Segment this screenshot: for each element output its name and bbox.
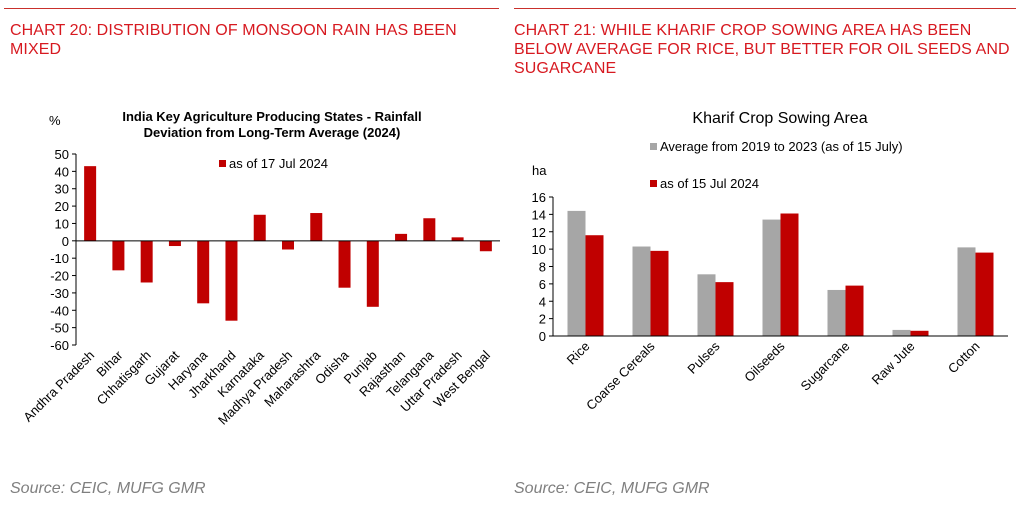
bar-madhya-pradesh — [282, 240, 294, 250]
bar-coarse-cereals-series-0 — [632, 246, 651, 336]
legend-swatch — [650, 180, 657, 187]
chart-20-source: Source: CEIC, MUFG GMR — [10, 480, 206, 497]
y-tick-label: 14 — [532, 207, 546, 222]
y-tick-label: -60 — [50, 338, 69, 353]
y-tick-label: 0 — [62, 234, 69, 249]
legend-swatch — [219, 160, 226, 167]
chart-title: Kharif Crop Sowing Area — [692, 110, 867, 127]
bar-cotton-series-1 — [975, 252, 994, 336]
legend-label: as of 17 Jul 2024 — [229, 156, 328, 171]
bar-maharashtra — [310, 213, 323, 241]
header-rule — [4, 8, 499, 9]
bar-raw-jute-series-1 — [910, 330, 929, 336]
bar-gujarat — [168, 240, 181, 247]
y-tick-label: 50 — [55, 147, 69, 162]
bar-jharkhand — [225, 240, 238, 321]
y-tick-label: -10 — [50, 251, 69, 266]
bar-pulses-series-0 — [697, 274, 716, 336]
chart-21-heading: CHART 21: WHILE KHARIF CROP SOWING AREA … — [514, 22, 1010, 77]
bar-andhra-pradesh — [84, 166, 97, 241]
y-tick-label: 16 — [532, 190, 546, 205]
y-tick-label: 12 — [532, 225, 546, 240]
bar-coarse-cereals-series-1 — [650, 250, 669, 336]
bar-cotton-series-0 — [957, 247, 976, 336]
y-axis-unit-label: % — [49, 113, 61, 128]
x-category-label: Cotton — [945, 339, 983, 377]
chart-20-heading: CHART 20: DISTRIBUTION OF MONSOON RAIN H… — [10, 22, 457, 58]
chart-20-panel: CHART 20: DISTRIBUTION OF MONSOON RAIN H… — [0, 0, 505, 514]
bar-oilseeds-series-0 — [762, 219, 781, 336]
x-category-label: Pulses — [684, 338, 723, 377]
bar-haryana — [197, 240, 210, 304]
chart-title-line-2: Deviation from Long-Term Average (2024) — [144, 125, 401, 140]
bar-punjab — [366, 240, 379, 307]
y-tick-label: 30 — [55, 182, 69, 197]
bar-telangana — [423, 218, 436, 241]
y-tick-label: 10 — [532, 242, 546, 257]
y-tick-label: -40 — [50, 303, 69, 318]
bar-uttar-pradesh — [451, 237, 464, 241]
y-tick-label: 20 — [55, 199, 69, 214]
legend-label: Average from 2019 to 2023 (as of 15 July… — [660, 139, 903, 154]
header-rule — [514, 8, 1016, 9]
bar-bihar — [112, 240, 125, 271]
bar-rice-series-0 — [567, 210, 586, 336]
rainfall-deviation-chart: India Key Agriculture Producing States -… — [20, 109, 500, 428]
bar-odisha — [338, 240, 351, 288]
y-tick-label: 0 — [539, 329, 546, 344]
bar-oilseeds-series-1 — [780, 213, 799, 336]
y-tick-label: 2 — [539, 312, 546, 327]
x-category-label: Andhra Pradesh — [20, 348, 97, 425]
bar-rajasthan — [395, 233, 408, 241]
bar-pulses-series-1 — [715, 282, 734, 336]
y-tick-label: 6 — [539, 277, 546, 292]
bar-karnataka — [253, 214, 266, 241]
y-tick-label: 40 — [55, 164, 69, 179]
y-tick-label: -30 — [50, 286, 69, 301]
kharif-sowing-chart: Kharif Crop Sowing Area ha 16 14 12 10 8 6 4 2 0 Ri… — [532, 110, 1008, 413]
y-tick-label: 8 — [539, 260, 546, 275]
x-category-label: Sugarcane — [798, 339, 853, 394]
chart-title-line-1: India Key Agriculture Producing States -… — [122, 109, 421, 124]
chart-21-panel: CHART 21: WHILE KHARIF CROP SOWING AREA … — [510, 0, 1022, 514]
bar-west-bengal — [479, 240, 492, 252]
y-tick-label: -20 — [50, 269, 69, 284]
x-category-label: Oilseeds — [741, 338, 788, 385]
bar-sugarcane-series-0 — [827, 289, 846, 336]
bar-rice-series-1 — [585, 235, 604, 336]
y-tick-label: -50 — [50, 321, 69, 336]
x-category-label: Rice — [564, 339, 593, 368]
legend-label: as of 15 Jul 2024 — [660, 176, 759, 191]
x-category-label: Raw Jute — [869, 339, 918, 388]
bar-raw-jute-series-0 — [892, 329, 911, 336]
bar-sugarcane-series-1 — [845, 285, 864, 336]
y-axis-unit-label: ha — [532, 163, 547, 178]
bar-chhatisgarh — [140, 240, 153, 283]
legend-swatch — [650, 143, 657, 150]
y-tick-label: 10 — [55, 216, 69, 231]
chart-21-source: Source: CEIC, MUFG GMR — [514, 480, 710, 497]
x-category-label: Coarse Cereals — [583, 338, 658, 413]
y-tick-label: 4 — [539, 294, 546, 309]
